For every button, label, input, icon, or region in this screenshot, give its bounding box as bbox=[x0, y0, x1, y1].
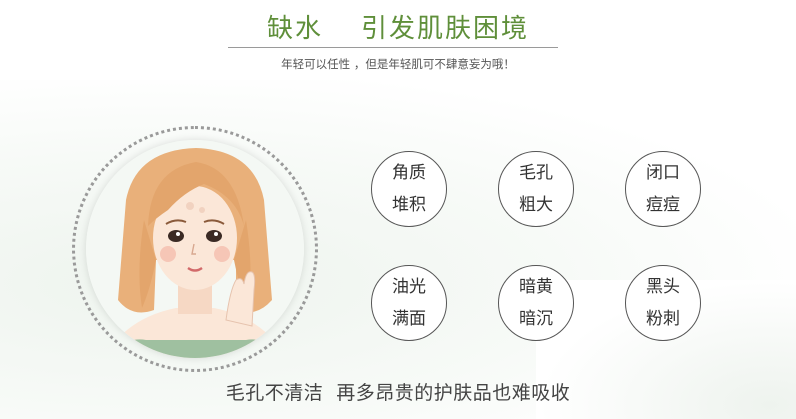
problem-pores-line2: 粗大 bbox=[519, 195, 553, 215]
title-part-2: 引发肌肤困境 bbox=[361, 14, 530, 44]
title-part-1: 缺水 bbox=[266, 14, 323, 44]
problem-dull: 暗黄 暗沉 bbox=[498, 265, 574, 341]
problem-dull-line1: 暗黄 bbox=[519, 277, 553, 297]
problem-blackheads-line1: 黑头 bbox=[646, 277, 680, 297]
subtitle: 年轻可以任性 ，但是年轻肌可不肆意妄为哦！ bbox=[281, 57, 515, 71]
footer-caption: 毛孔不清洁 再多昂贵的护肤品也难吸收 bbox=[225, 382, 571, 404]
problem-oily-line2: 满面 bbox=[392, 309, 426, 329]
problem-acne-line2: 痘痘 bbox=[646, 195, 680, 215]
problem-blackheads: 黑头 粉刺 bbox=[625, 265, 701, 341]
problem-acne: 闭口 痘痘 bbox=[625, 151, 701, 227]
problem-keratin: 角质 堆积 bbox=[371, 151, 447, 227]
problem-pores-line1: 毛孔 bbox=[519, 163, 553, 183]
girl-illustration bbox=[86, 140, 304, 358]
problem-oily: 油光 满面 bbox=[371, 265, 447, 341]
dotted-ring bbox=[72, 126, 318, 372]
title-divider bbox=[228, 47, 558, 48]
problem-dull-line2: 暗沉 bbox=[519, 309, 553, 329]
problem-keratin-line1: 角质 bbox=[392, 163, 426, 183]
problem-keratin-line2: 堆积 bbox=[392, 195, 426, 215]
problem-blackheads-line2: 粉刺 bbox=[646, 309, 680, 329]
page-title: 缺水 引发肌肤困境 bbox=[0, 8, 796, 45]
problem-acne-line1: 闭口 bbox=[646, 163, 680, 183]
problem-pores: 毛孔 粗大 bbox=[498, 151, 574, 227]
problem-oily-line1: 油光 bbox=[392, 277, 426, 297]
